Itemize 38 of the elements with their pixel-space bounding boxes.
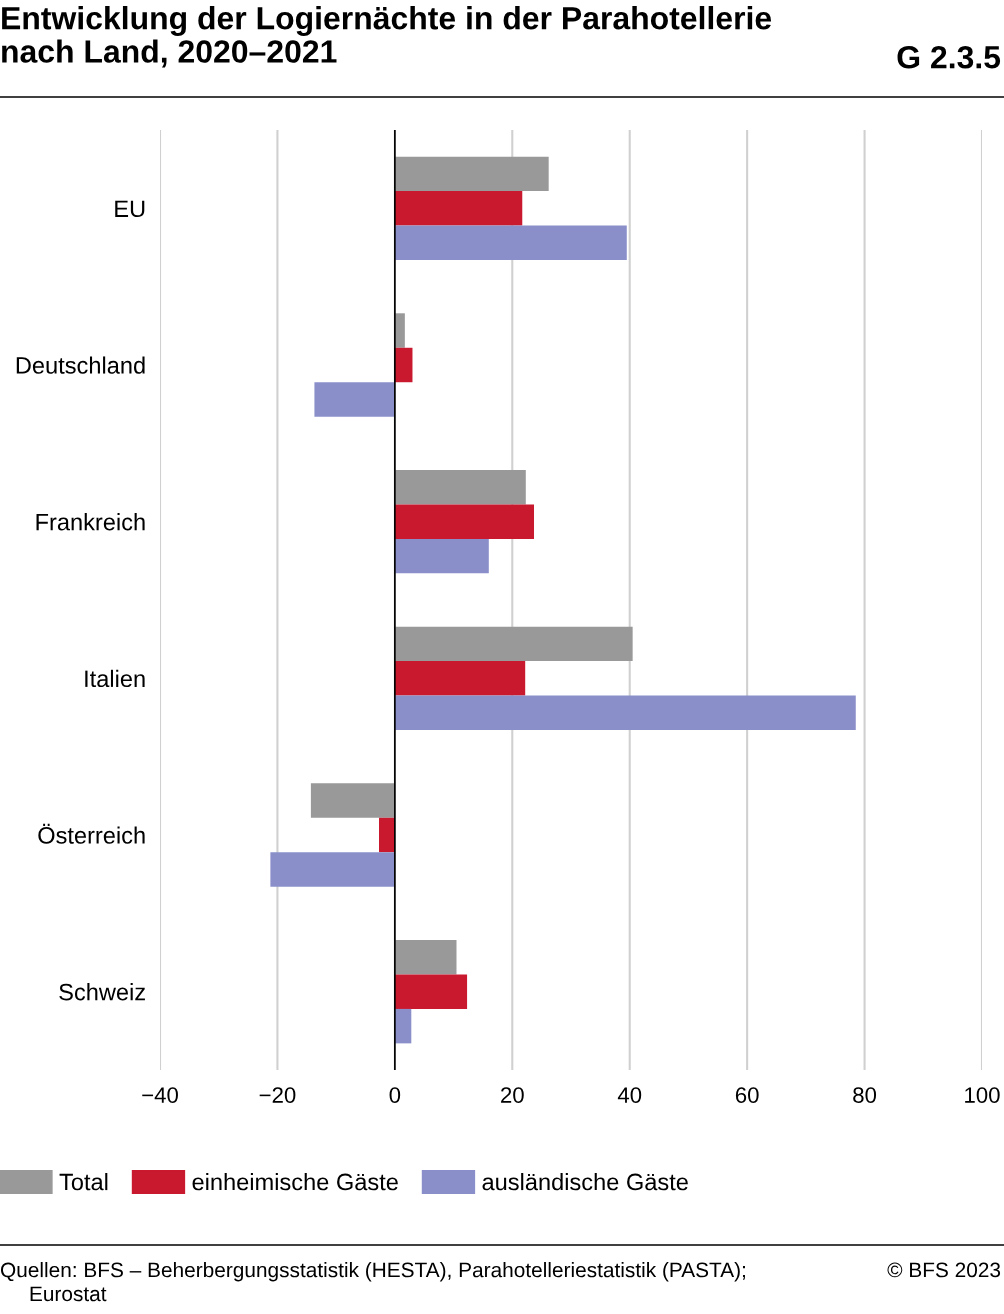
bar bbox=[394, 156, 549, 192]
bar bbox=[394, 695, 856, 731]
x-tick-label: 0 bbox=[389, 1087, 401, 1103]
y-tick-label: EU bbox=[115, 200, 145, 218]
legend-label: einheimische Gäste bbox=[192, 1172, 398, 1191]
bar bbox=[394, 225, 627, 261]
y-tick-label: Österreich bbox=[38, 823, 145, 844]
x-tick-label: −40 bbox=[142, 1087, 178, 1103]
bar bbox=[394, 1008, 412, 1044]
y-tick-label: Schweiz bbox=[59, 983, 145, 1001]
bar bbox=[394, 661, 526, 696]
y-tick-label: Italien bbox=[85, 669, 145, 688]
text: © BFS 2023 bbox=[887, 1262, 1001, 1278]
bar bbox=[394, 347, 413, 383]
bar bbox=[394, 626, 633, 662]
legend-label: ausländische Gäste bbox=[482, 1172, 688, 1191]
y-tick-label: Deutschland bbox=[16, 356, 145, 374]
x-tick-label: 40 bbox=[617, 1087, 642, 1103]
bar bbox=[394, 191, 523, 226]
source-note: Quellen: BFS – Beherbergungsstatistik (HESTA), Parahotelleriestatistik (PASTA); Eurostat bbox=[0, 1262, 745, 1302]
x-tick-label: 60 bbox=[735, 1087, 759, 1103]
y-tick-label: Frankreich bbox=[36, 513, 145, 531]
bar bbox=[394, 469, 526, 505]
x-tick-label: 100 bbox=[965, 1087, 1000, 1103]
bar bbox=[394, 504, 535, 539]
bar bbox=[379, 817, 395, 853]
x-tick-label: −20 bbox=[259, 1087, 296, 1103]
bar bbox=[394, 939, 457, 975]
x-tick-label: 20 bbox=[501, 1087, 524, 1103]
bar bbox=[310, 783, 395, 818]
chart-title: Entwicklung der Logiernächte in der Parahotellerie nach Land, 2020–2021 bbox=[2, 6, 772, 68]
bar bbox=[394, 974, 468, 1009]
text: G 2.3.5 bbox=[897, 45, 1001, 69]
legend-label: Total bbox=[59, 1172, 108, 1191]
bar bbox=[394, 538, 489, 574]
x-tick-label: 80 bbox=[853, 1087, 877, 1103]
bar bbox=[270, 852, 395, 887]
bar bbox=[314, 382, 395, 417]
